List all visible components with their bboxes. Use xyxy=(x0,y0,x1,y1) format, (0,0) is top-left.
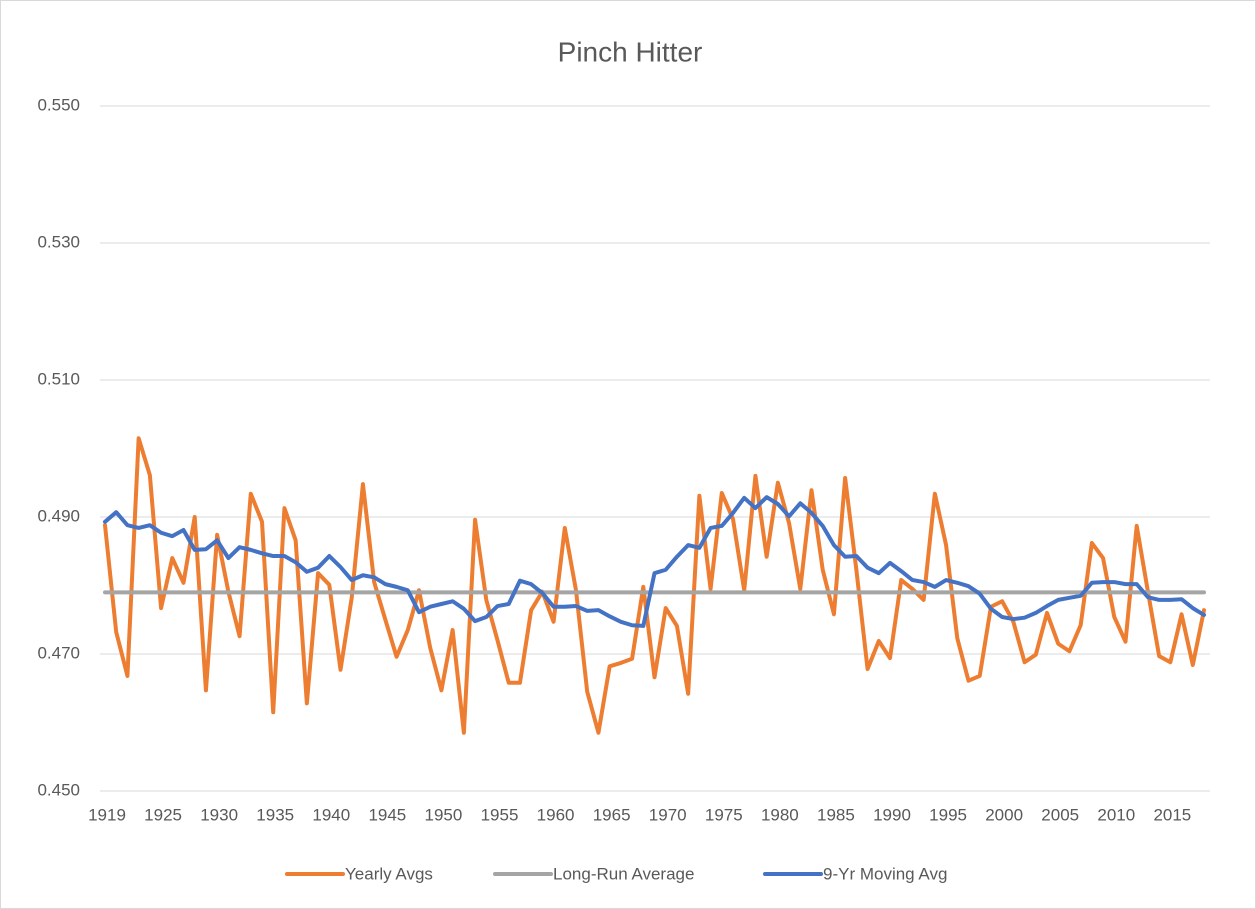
x-tick-label: 1960 xyxy=(537,805,575,824)
x-tick-label: 2005 xyxy=(1041,805,1079,824)
x-tick-label: 1925 xyxy=(144,805,182,824)
x-tick-label: 1980 xyxy=(761,805,799,824)
y-tick-label: 0.550 xyxy=(37,95,80,114)
x-tick-label: 1930 xyxy=(200,805,238,824)
x-tick-label: 1955 xyxy=(481,805,519,824)
legend-label: 9-Yr Moving Avg xyxy=(823,864,947,883)
x-tick-label: 2010 xyxy=(1097,805,1135,824)
x-tick-label: 1940 xyxy=(312,805,350,824)
x-tick-label: 1990 xyxy=(873,805,911,824)
y-tick-label: 0.510 xyxy=(37,369,80,388)
y-tick-label: 0.530 xyxy=(37,232,80,251)
y-tick-label: 0.470 xyxy=(37,643,80,662)
series-line xyxy=(103,436,1206,735)
y-tick-label: 0.450 xyxy=(37,780,80,799)
x-tick-label: 1975 xyxy=(705,805,743,824)
x-tick-label: 1935 xyxy=(256,805,294,824)
y-tick-label: 0.490 xyxy=(37,506,80,525)
x-tick-label: 2000 xyxy=(985,805,1023,824)
x-tick-label: 1970 xyxy=(649,805,687,824)
series-line xyxy=(103,495,1206,628)
legend-label: Long-Run Average xyxy=(553,864,694,883)
x-tick-label: 1985 xyxy=(817,805,855,824)
chart-title: Pinch Hitter xyxy=(558,36,703,67)
x-tick-label: 1919 xyxy=(88,805,126,824)
x-tick-label: 2015 xyxy=(1153,805,1191,824)
x-tick-label: 1950 xyxy=(425,805,463,824)
legend-label: Yearly Avgs xyxy=(345,864,433,883)
x-tick-label: 1945 xyxy=(368,805,406,824)
x-tick-label: 1965 xyxy=(593,805,631,824)
x-tick-label: 1995 xyxy=(929,805,967,824)
